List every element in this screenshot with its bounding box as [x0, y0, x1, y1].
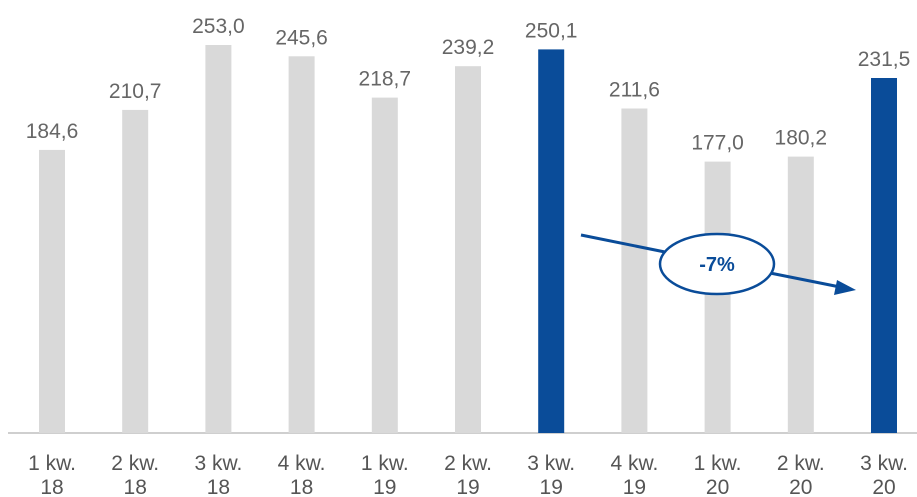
category-label-3: 4 kw. 18 [278, 452, 326, 497]
bar-10 [871, 78, 897, 433]
change-ellipse [658, 232, 776, 296]
value-label-9: 180,2 [775, 127, 828, 150]
category-label-9: 2 kw. 20 [777, 452, 825, 497]
value-label-5: 239,2 [442, 36, 495, 59]
value-label-8: 177,0 [691, 132, 744, 155]
bar-6 [538, 49, 565, 434]
change-arrow-line-left [580, 233, 666, 254]
bar-0 [39, 149, 65, 433]
value-label-3: 245,6 [275, 26, 328, 49]
category-label-0: 1 kw. 18 [28, 452, 76, 497]
category-label-1: 2 kw. 18 [111, 452, 159, 497]
category-label-4: 1 kw. 19 [361, 452, 409, 497]
bar-5 [455, 66, 481, 433]
value-label-7: 211,6 [609, 79, 660, 102]
value-label-10: 231,5 [858, 48, 911, 71]
change-label: -7% [699, 254, 735, 276]
change-arrowhead [834, 280, 856, 295]
value-label-4: 218,7 [359, 68, 412, 91]
category-label-8: 1 kw. 20 [694, 452, 742, 497]
value-label-1: 210,7 [109, 80, 162, 103]
value-label-0: 184,6 [26, 120, 79, 143]
value-label-6: 250,1 [525, 19, 578, 42]
bar-3 [288, 56, 315, 434]
category-label-2: 3 kw. 18 [194, 452, 242, 497]
bar-8 [704, 161, 731, 433]
change-arrow-line-right [769, 271, 841, 289]
bar-2 [205, 45, 232, 433]
category-label-10: 3 kw. 20 [860, 452, 908, 497]
category-label-7: 4 kw. 19 [610, 452, 658, 497]
bar-9 [787, 156, 814, 433]
bar-4 [371, 97, 398, 433]
category-label-5: 2 kw. 19 [444, 452, 492, 497]
value-label-2: 253,0 [192, 15, 245, 38]
change-annotation: -7% [580, 232, 856, 296]
bar-1 [122, 109, 149, 434]
category-label-6: 3 kw. 19 [527, 452, 575, 497]
bar-7 [621, 108, 648, 433]
